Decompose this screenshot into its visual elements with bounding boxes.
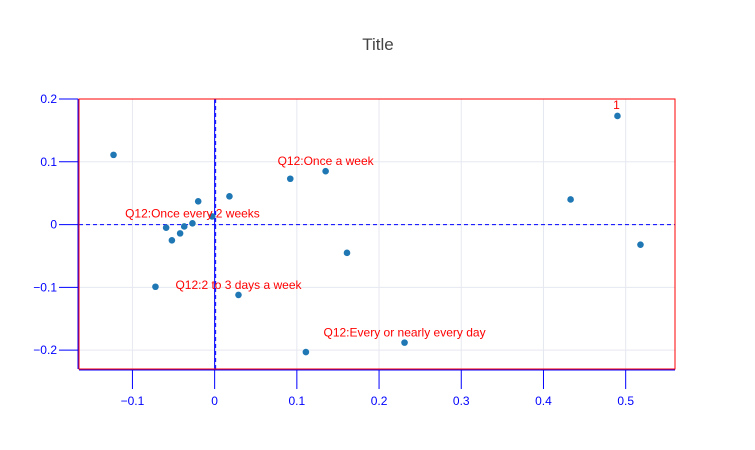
- scatter-point: [208, 213, 216, 220]
- scatter-point: [194, 198, 202, 205]
- scatter-point: [162, 224, 170, 232]
- plot-frame: [78, 98, 676, 370]
- x-tick-label: 0.1: [289, 394, 306, 408]
- annotation-label: 1: [613, 98, 620, 112]
- scatter-point: [322, 167, 329, 175]
- scatter-point: [567, 196, 574, 203]
- x-tick-label: −0.1: [121, 394, 145, 408]
- y-tick-label: 0: [50, 218, 57, 232]
- scatter-point: [176, 230, 184, 237]
- x-tick-label: 0.3: [453, 394, 470, 408]
- scatter-point: [302, 348, 310, 356]
- annotations: Q12:Once a week Q12:Once every 2 weeks Q12…: [125, 98, 620, 340]
- scatter-point: [168, 236, 176, 244]
- scatter-point: [152, 283, 159, 291]
- annotation-label: Q12:Every or nearly every day: [324, 326, 486, 340]
- y-axis: −0.2 −0.1 0 0.1 0.2: [33, 92, 79, 369]
- scatter-point: [180, 223, 188, 230]
- scatter-point: [401, 339, 408, 346]
- y-tick-label: 0.1: [40, 155, 57, 169]
- x-tick-label: 0.2: [371, 394, 388, 408]
- scatter-point: [226, 193, 233, 200]
- y-tick-label: −0.1: [33, 280, 57, 294]
- data-points: [110, 112, 644, 356]
- annotation-label: Q12:2 to 3 days a week: [175, 278, 302, 292]
- reference-lines: [79, 99, 675, 369]
- scatter-point: [637, 241, 644, 248]
- scatter-point: [110, 151, 117, 159]
- scatter-point: [614, 112, 621, 120]
- x-axis: −0.1 0 0.1 0.2 0.3 0.4 0.5: [79, 369, 675, 408]
- y-tick-label: 0.2: [40, 92, 57, 106]
- scatter-point: [343, 249, 351, 257]
- x-tick-label: 0.5: [617, 394, 634, 408]
- scatter-point: [189, 220, 196, 227]
- annotation-label: Q12:Once a week: [278, 154, 375, 168]
- chart-title: Title: [362, 35, 394, 54]
- scatter-point: [235, 291, 242, 299]
- x-tick-label: 0: [211, 394, 218, 408]
- annotation-label: Q12:Once every 2 weeks: [125, 206, 260, 220]
- scatter-point: [286, 175, 294, 183]
- y-tick-label: −0.2: [33, 343, 57, 357]
- x-tick-label: 0.4: [535, 394, 552, 408]
